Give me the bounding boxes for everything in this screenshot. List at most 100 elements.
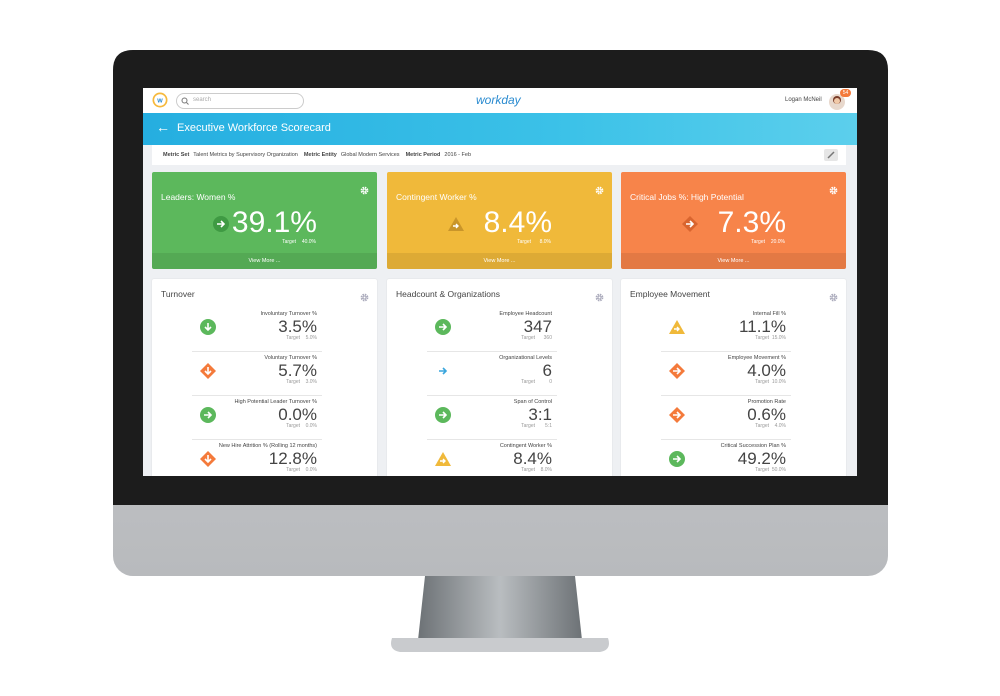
metric-row: Involuntary Turnover % 3.5% Target 5.0% — [192, 309, 322, 352]
status-icon — [447, 215, 465, 238]
metric-row: Employee Movement % 4.0% Target 10.0% — [661, 353, 791, 396]
status-icon — [199, 362, 217, 385]
target-value: 3.0% — [305, 379, 317, 385]
target-value: 15.0% — [771, 335, 786, 341]
target-label: Target — [751, 239, 765, 245]
metric-value: 5.7% — [278, 361, 317, 380]
panel-title: Employee Movement — [630, 289, 710, 299]
avatar[interactable] — [828, 91, 848, 111]
metric-value: 3.5% — [278, 317, 317, 336]
status-icon — [668, 318, 686, 341]
metric-name: Span of Control — [513, 399, 552, 405]
target-label: Target — [517, 239, 531, 245]
metric-name: Contingent Worker % — [499, 443, 552, 449]
metric-value: 8.4% — [513, 449, 552, 468]
settings-icon[interactable] — [829, 182, 838, 200]
target-value: 50.0% — [771, 467, 786, 473]
kpi-card: Contingent Worker % 8.4% Target 8.0% View Mo… — [387, 172, 612, 269]
status-icon — [668, 450, 686, 473]
metric-row: Voluntary Turnover % 5.7% Target 3.0% — [192, 353, 322, 396]
metric-value: 12.8% — [268, 449, 317, 468]
metric-row: Contingent Worker % 8.4% Target 8.0% — [427, 441, 557, 476]
target-value: 8.0% — [539, 239, 551, 245]
view-more[interactable]: View More ... — [387, 253, 612, 269]
settings-icon[interactable] — [595, 289, 604, 307]
view-more[interactable]: View More ... — [621, 253, 846, 269]
view-more[interactable]: View More ... — [152, 253, 377, 269]
search-placeholder: search — [193, 97, 212, 103]
target-label: Target — [755, 467, 769, 473]
metric-name: Voluntary Turnover % — [264, 355, 317, 361]
target-label: Target — [755, 423, 769, 429]
edit-button[interactable] — [824, 149, 838, 161]
home-icon[interactable]: w — [152, 92, 168, 108]
metric-row: Internal Fill % 11.1% Target 15.0% — [661, 309, 791, 352]
status-icon — [668, 362, 686, 385]
target-label: Target — [755, 379, 769, 385]
target-label: Target — [282, 239, 296, 245]
settings-icon[interactable] — [360, 182, 369, 200]
status-icon — [434, 450, 452, 473]
metric-value: 0.6% — [747, 405, 786, 424]
settings-icon[interactable] — [360, 289, 369, 307]
settings-icon[interactable] — [829, 289, 838, 307]
target-label: Target — [755, 335, 769, 341]
target-label: Target — [521, 379, 535, 385]
kpi-card: Critical Jobs %: High Potential 7.3% Targe… — [621, 172, 846, 269]
target-label: Target — [521, 467, 535, 473]
target-value: 40.0% — [301, 239, 316, 245]
top-bar: w search workday Logan McNeil 54 — [143, 88, 857, 113]
status-icon — [681, 215, 699, 238]
filter-label: Metric Entity — [303, 152, 337, 158]
logo: workday — [476, 93, 521, 107]
metric-name: Involuntary Turnover % — [260, 311, 317, 317]
metric-panel: Headcount & Organizations Employee Headco… — [387, 279, 612, 476]
status-icon — [434, 362, 452, 385]
search-box[interactable]: search — [176, 93, 304, 109]
target-value: 0.0% — [305, 467, 317, 473]
metric-value: 347 — [523, 317, 552, 336]
metric-name: Organizational Levels — [499, 355, 552, 361]
metric-name: New Hire Attrition % (Rolling 12 months) — [218, 443, 317, 449]
metric-name: Employee Headcount — [499, 311, 552, 317]
title-banner: ← Executive Workforce Scorecard — [143, 113, 857, 145]
status-icon — [199, 450, 217, 473]
status-icon — [212, 215, 230, 238]
filter-bar: Metric Set Talent Metrics by Supervisory … — [152, 145, 846, 165]
target-value: 10.0% — [771, 379, 786, 385]
metric-name: Critical Succession Plan % — [720, 443, 786, 449]
notification-badge[interactable]: 54 — [840, 89, 851, 97]
metric-row: Span of Control 3:1 Target 5:1 — [427, 397, 557, 440]
metric-row: High Potential Leader Turnover % 0.0% Targ… — [192, 397, 322, 440]
kpi-title: Contingent Worker % — [396, 192, 477, 202]
target-value: 0 — [549, 379, 552, 385]
target-label: Target — [286, 423, 300, 429]
screen: w search workday Logan McNeil 54 ← Execu… — [143, 88, 857, 476]
target-label: Target — [521, 335, 535, 341]
target-label: Target — [521, 423, 535, 429]
metric-name: Internal Fill % — [752, 311, 786, 317]
panel-title: Turnover — [161, 289, 195, 299]
svg-text:w: w — [156, 98, 163, 105]
target-value: 8.0% — [540, 467, 552, 473]
kpi-value: 39.1% — [231, 206, 317, 239]
back-arrow[interactable]: ← — [156, 119, 170, 135]
kpi-value: 8.4% — [483, 206, 552, 239]
target-label: Target — [286, 379, 300, 385]
target-value: 360 — [543, 335, 552, 341]
metric-panel: Turnover Involuntary Turnover % 3.5% Target… — [152, 279, 377, 476]
metric-value: 3:1 — [528, 405, 552, 424]
filter-label: Metric Period — [405, 152, 441, 158]
metric-row: Employee Headcount 347 Target 360 — [427, 309, 557, 352]
metric-value: 49.2% — [737, 449, 786, 468]
target-value: 4.0% — [774, 423, 786, 429]
metric-row: Critical Succession Plan % 49.2% Target 50.… — [661, 441, 791, 476]
kpi-value: 7.3% — [717, 206, 786, 239]
target-label: Target — [286, 467, 300, 473]
status-icon — [199, 406, 217, 429]
user-name[interactable]: Logan McNeil — [785, 97, 822, 103]
settings-icon[interactable] — [595, 182, 604, 200]
target-value: 5.0% — [305, 335, 317, 341]
metric-value: 6 — [542, 361, 552, 380]
